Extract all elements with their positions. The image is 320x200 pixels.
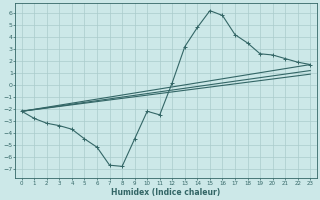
X-axis label: Humidex (Indice chaleur): Humidex (Indice chaleur): [111, 188, 220, 197]
